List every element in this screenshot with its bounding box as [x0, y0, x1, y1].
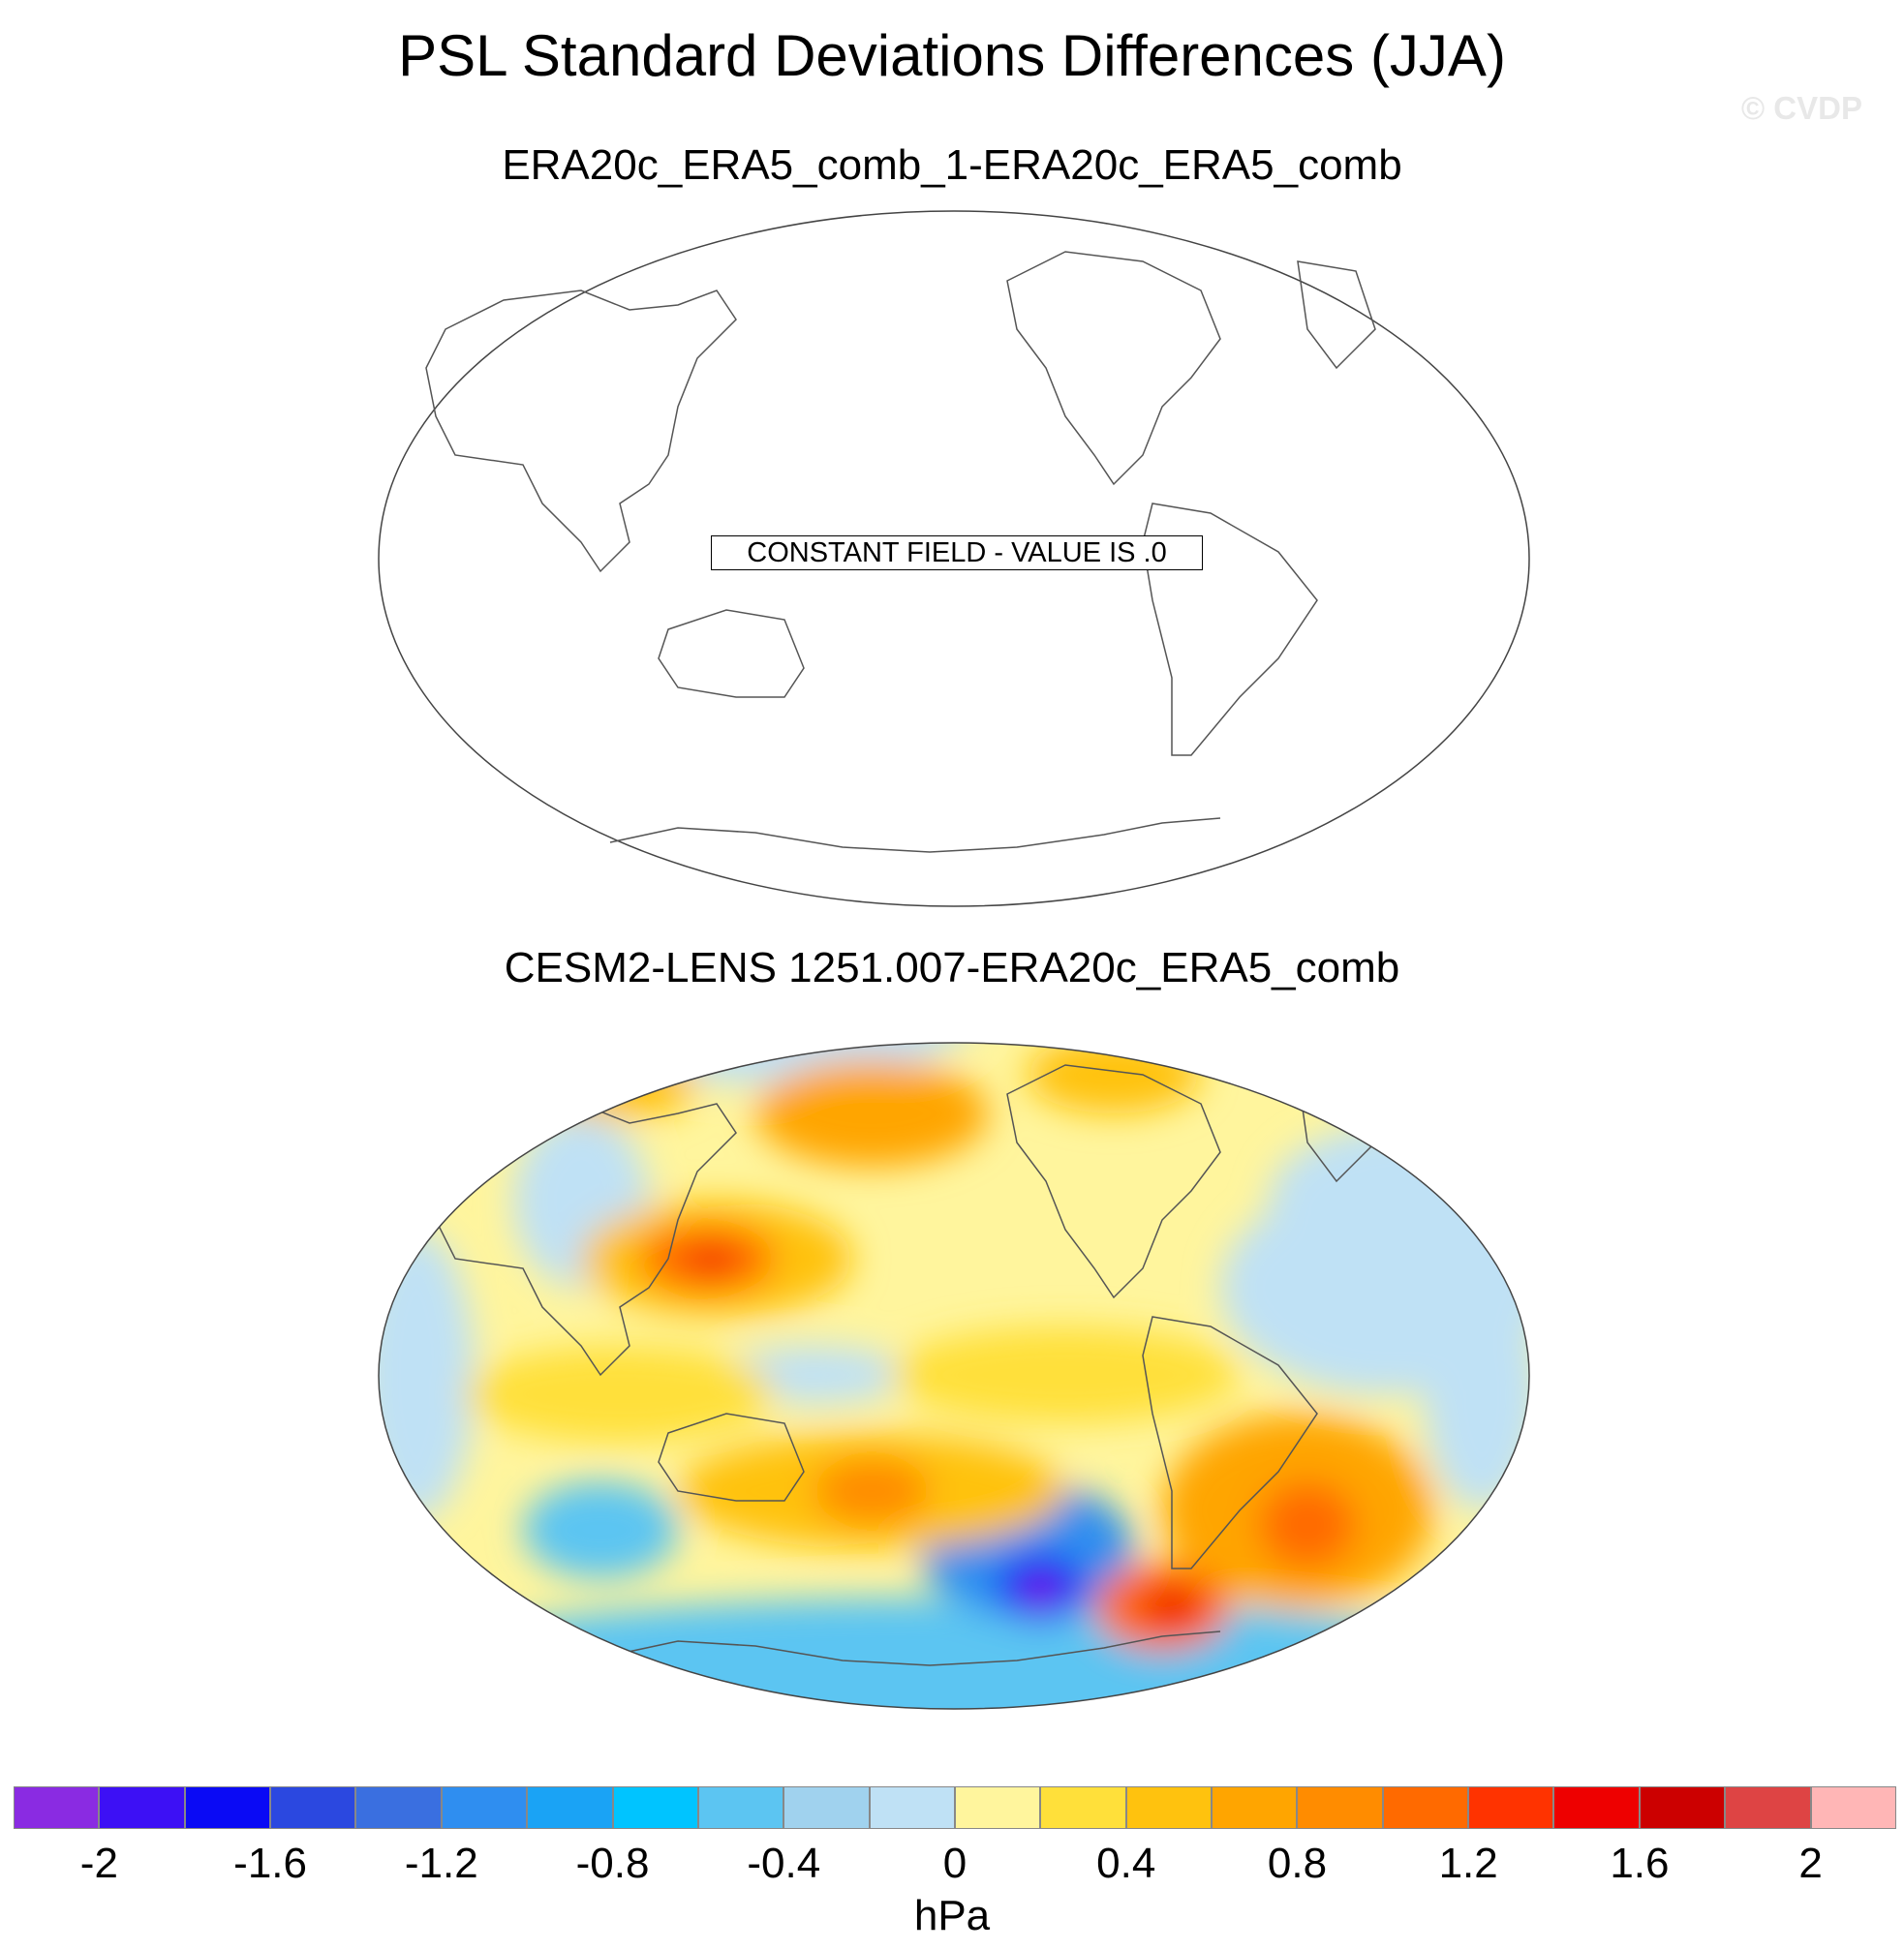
colorbar-swatch-21 — [1810, 1786, 1896, 1829]
colorbar-tick-label: 0 — [942, 1840, 967, 1887]
colorbar-tick-label: -2 — [79, 1840, 118, 1887]
watermark: © CVDP — [1740, 90, 1862, 126]
blob-south-pacific-core — [814, 1457, 930, 1525]
main-title: PSL Standard Deviations Differences (JJA… — [398, 23, 1506, 88]
map-1-coast-antarctica — [609, 817, 1221, 853]
colorbar-swatch-3 — [270, 1786, 356, 1829]
map-2-coast-antarctica — [609, 1630, 1221, 1666]
colorbar-swatch-17 — [1468, 1786, 1554, 1829]
colorbar-swatch-15 — [1297, 1786, 1383, 1829]
blob-south-atlantic-core — [1259, 1481, 1356, 1569]
blob-antarctic-neg — [379, 1598, 1529, 1709]
colorbar-swatch-6 — [527, 1786, 613, 1829]
map-2-coast-south-america — [1142, 1316, 1318, 1569]
map-1-coast-asia — [425, 289, 737, 573]
map-2-coast-australia — [658, 1413, 805, 1502]
colorbar-tick-label: 0.8 — [1267, 1840, 1328, 1887]
colorbar-swatch-8 — [697, 1786, 784, 1829]
blob-europe-neg — [1269, 1123, 1529, 1278]
colorbar-swatch-13 — [1125, 1786, 1213, 1829]
panel-2-title: CESM2-LENS 1251.007-ERA20c_ERA5_comb — [504, 944, 1400, 991]
colorbar-tick-label: -1.2 — [404, 1840, 478, 1887]
colorbar-tick-label: 0.4 — [1096, 1840, 1156, 1887]
blob-drake-max — [1143, 1588, 1201, 1627]
colorbar-swatch-10 — [869, 1786, 955, 1829]
map-1-coast-greenland — [1297, 260, 1376, 370]
blob-indian-ocean-pos — [465, 1346, 775, 1443]
colorbar-tick-label: -0.4 — [747, 1840, 821, 1887]
blob-nw-pacific-max — [691, 1247, 733, 1274]
map-1-coast-north-america — [1006, 251, 1221, 486]
colorbar-swatch-20 — [1725, 1786, 1811, 1829]
colorbar-swatch-14 — [1212, 1786, 1298, 1829]
panel-2-map — [378, 1042, 1530, 1710]
colorbar-tick-label: -0.8 — [575, 1840, 650, 1887]
colorbar-swatch-5 — [441, 1786, 528, 1829]
colorbar-swatch-11 — [954, 1786, 1041, 1829]
panel-1-title: ERA20c_ERA5_comb_1-ERA20c_ERA5_comb — [502, 141, 1402, 189]
blob-southern-ocean-min — [1024, 1578, 1059, 1607]
blob-africa-neg — [379, 1230, 475, 1520]
blob-east-atlantic-neg — [1424, 1278, 1529, 1510]
colorbar-units: hPa — [913, 1892, 991, 1939]
colorbar-tick-label: 1.6 — [1610, 1840, 1670, 1887]
colorbar-swatch-12 — [1040, 1786, 1126, 1829]
blob-south-indian-neg — [523, 1481, 678, 1578]
colorbar-swatch-16 — [1382, 1786, 1469, 1829]
colorbar-swatch-1 — [99, 1786, 185, 1829]
map-1-coast-australia — [658, 609, 805, 698]
colorbar-tick-label: 1.2 — [1438, 1840, 1498, 1887]
colorbar-swatch-0 — [14, 1786, 100, 1829]
blob-siberia-pos — [755, 1060, 988, 1167]
colorbar-swatch-19 — [1639, 1786, 1726, 1829]
colorbar-swatch-2 — [184, 1786, 271, 1829]
blob-east-pacific-pos — [891, 1326, 1240, 1423]
colorbar-swatch-18 — [1553, 1786, 1640, 1829]
constant-field-label: CONSTANT FIELD - VALUE IS .0 — [711, 535, 1203, 570]
colorbar-swatch-7 — [612, 1786, 698, 1829]
map-1-coast-south-america — [1142, 503, 1318, 756]
map-2-coast-asia — [425, 1103, 737, 1377]
colorbar-tick-label: -1.6 — [233, 1840, 307, 1887]
colorbar-tick-label: 2 — [1798, 1840, 1823, 1887]
colorbar-swatch-4 — [355, 1786, 442, 1829]
colorbar — [14, 1786, 1896, 1829]
map-2-frame — [378, 1042, 1530, 1710]
map-1-coastlines — [425, 251, 1376, 853]
map-2-coast-north-america — [1006, 1064, 1221, 1299]
colorbar-swatch-9 — [783, 1786, 870, 1829]
